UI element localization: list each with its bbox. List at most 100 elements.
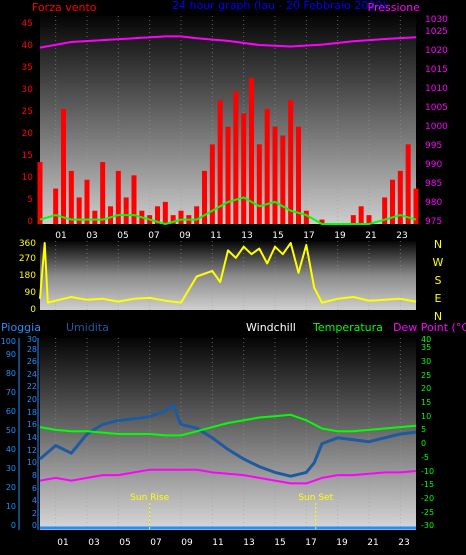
gust-bar	[405, 144, 411, 224]
wind-pressure-grid	[55, 16, 401, 224]
humidity-tick: 40	[6, 445, 16, 454]
temperature-axis: -30 -25 -20 -15 -10 -5 0 5 10 15 20 25 3…	[421, 335, 434, 530]
humidity-tick: 10	[6, 502, 16, 511]
rain-axis: 0 2 4 6 8 10 12 14 16 18 20 22 24 26 28 …	[27, 335, 37, 530]
temp-tick: 25	[421, 371, 431, 380]
pressure-tick: 1025	[425, 27, 448, 37]
hour-tick: 19	[334, 231, 346, 241]
direction-tick: 90	[25, 288, 37, 298]
wind-tick: 40	[22, 41, 34, 51]
right-pressure-axis: 975 980 985 990 995 1000 1005 1010 1015 …	[425, 15, 448, 227]
rain-tick: 30	[27, 335, 37, 344]
wind-tick: 20	[22, 129, 34, 139]
gust-bar	[209, 144, 215, 224]
gust-bar	[100, 162, 106, 224]
compass-south: S	[435, 274, 442, 287]
wind-tick: 25	[22, 107, 33, 117]
humidity-tick: 0	[11, 521, 16, 530]
hour-tick: 05	[117, 231, 128, 241]
gust-bar	[162, 201, 168, 224]
humidity-tick: 20	[6, 483, 16, 492]
temp-tick: -30	[421, 521, 434, 530]
gust-bar	[53, 188, 59, 224]
wind-tick: 15	[22, 151, 33, 161]
rain-tick: 14	[27, 433, 37, 442]
wind-tick: 0	[27, 217, 33, 227]
pressure-tick: 1005	[425, 103, 448, 113]
humidity-tick: 50	[6, 426, 16, 435]
rain-tick: 12	[27, 446, 37, 455]
pressure-tick: 975	[425, 217, 442, 227]
hour-tick: 05	[119, 538, 130, 548]
hour-tick: 01	[55, 231, 66, 241]
compass-north-bottom: N	[434, 310, 442, 323]
rain-tick: 6	[32, 484, 37, 493]
temp-tick: 10	[421, 412, 431, 421]
compass-north: N	[434, 238, 442, 251]
rain-tick: 4	[32, 496, 37, 505]
pressure-tick: 1000	[425, 122, 448, 132]
gust-bar	[233, 91, 239, 224]
compass-labels: N W S E N	[433, 238, 444, 323]
pressure-tick: 1030	[425, 15, 448, 25]
pressure-tick: 1015	[425, 65, 448, 75]
pressure-tick: 1020	[425, 46, 448, 56]
wind-direction-line	[39, 242, 417, 304]
direction-tick: 270	[19, 254, 36, 264]
rain-tick: 26	[27, 357, 37, 366]
gust-bar	[217, 100, 223, 224]
gust-bar	[319, 219, 325, 224]
gust-bar	[194, 206, 200, 224]
wind-tick: 5	[27, 195, 33, 205]
temp-tick: -10	[421, 467, 434, 476]
gust-bar	[37, 162, 43, 224]
gust-bar	[131, 175, 137, 224]
gust-bar	[303, 210, 309, 224]
temp-tick: 5	[421, 425, 426, 434]
gust-bar	[84, 179, 90, 224]
rain-tick: 0	[32, 521, 37, 530]
gust-bar	[68, 170, 74, 224]
hour-tick: 13	[243, 538, 254, 548]
temp-tick: 35	[421, 343, 431, 352]
gust-bar	[256, 144, 262, 224]
hour-tick: 11	[212, 538, 223, 548]
hour-tick: 01	[57, 538, 68, 548]
gust-bar	[264, 108, 270, 224]
humidity-tick: 90	[6, 350, 16, 359]
hour-tick: 19	[336, 538, 348, 548]
rain-tick: 20	[27, 395, 37, 404]
gust-bar	[61, 108, 66, 224]
pressure-tick: 1010	[425, 84, 448, 94]
chart-title: 24 hour graph (lau - 20 Febbraio 2020)	[172, 0, 387, 12]
compass-west: W	[433, 256, 444, 269]
sun-annotations: Sun Rise Sun Set	[130, 493, 333, 503]
wind-tick: 10	[22, 173, 34, 183]
hour-tick: 03	[86, 231, 97, 241]
avg-wind-line	[39, 196, 417, 225]
pressure-line	[39, 35, 417, 49]
direction-tick: 0	[30, 305, 36, 315]
hour-tick: 23	[398, 538, 409, 548]
temperature-label: Temperatura	[312, 321, 383, 334]
temp-tick: 0	[421, 439, 426, 448]
series-layer	[37, 35, 419, 530]
hour-tick: 17	[303, 231, 314, 241]
humidity-tick: 70	[6, 388, 16, 397]
hour-tick: 17	[305, 538, 316, 548]
rain-tick: 16	[27, 420, 37, 429]
humidity-label: Umidita	[66, 321, 109, 334]
gust-bar	[249, 77, 254, 224]
gust-bar	[170, 215, 176, 224]
gust-bar	[123, 197, 129, 224]
gust-bar	[155, 206, 160, 224]
temp-tick: 30	[421, 357, 431, 366]
x-axis-panel1: 01 03 05 07 09 11 13 15 17 19 21 23	[55, 231, 407, 241]
sunrise-label: Sun Rise	[130, 493, 169, 503]
rain-tick: 24	[27, 370, 37, 379]
humidity-line	[39, 403, 417, 478]
pressure-tick: 985	[425, 179, 442, 189]
rain-tick: 18	[27, 408, 37, 417]
hour-tick: 13	[241, 231, 252, 241]
temp-tick: 40	[421, 335, 431, 344]
